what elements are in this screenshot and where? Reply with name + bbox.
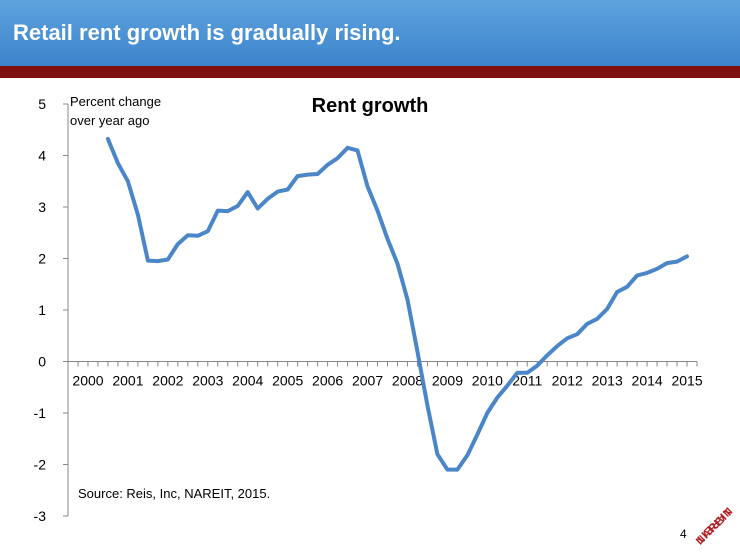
data-point (207, 230, 209, 232)
x-tick-label: 2004 (232, 373, 263, 389)
data-point (656, 268, 658, 270)
data-point (256, 207, 259, 210)
y-tick-label: -2 (34, 457, 47, 473)
y-tick-label: 5 (38, 96, 46, 112)
slide-header: Retail rent growth is gradually rising. (0, 0, 740, 66)
data-point (426, 404, 429, 407)
x-tick-label: 2012 (552, 373, 583, 389)
data-point (177, 243, 179, 245)
y-axis-label-line2: over year ago (70, 113, 150, 128)
data-point (506, 384, 509, 387)
x-tick-label: 2006 (312, 373, 343, 389)
y-tick-label: 3 (38, 199, 46, 215)
data-point (616, 291, 618, 293)
data-point (636, 274, 638, 277)
data-point (236, 205, 239, 207)
data-point (576, 333, 578, 335)
data-point (406, 298, 409, 301)
data-point (586, 323, 588, 325)
data-point (316, 173, 319, 175)
data-point (476, 433, 479, 436)
data-point (546, 354, 548, 357)
data-point (276, 190, 279, 193)
data-point (536, 364, 539, 367)
data-point (556, 345, 558, 347)
y-tick-label: 4 (38, 148, 46, 164)
data-point (147, 259, 149, 262)
y-tick-label: 1 (38, 302, 46, 318)
data-point (596, 318, 598, 320)
data-point (336, 157, 339, 159)
data-point (376, 209, 379, 212)
y-axis-label-line1: Percent change (70, 94, 161, 109)
data-point (286, 188, 289, 191)
data-point (306, 173, 309, 176)
data-point (266, 198, 269, 200)
x-tick-label: 2009 (432, 373, 463, 389)
page-number: 4 (680, 527, 687, 541)
x-tick-label: 2014 (632, 373, 663, 389)
x-tick-label: 2002 (152, 373, 183, 389)
source-note: Source: Reis, Inc, NAREIT, 2015. (78, 486, 270, 501)
data-point (296, 175, 299, 177)
data-point (117, 162, 119, 164)
data-point (167, 258, 169, 261)
data-point (346, 147, 349, 149)
data-point (157, 260, 159, 262)
x-tick-label: 2011 (512, 373, 542, 389)
slide-title: Retail rent growth is gradually rising. (13, 20, 401, 45)
data-point (436, 453, 439, 456)
series-line (105, 137, 689, 472)
data-point (127, 180, 129, 183)
data-point (526, 372, 529, 374)
x-tick-label: 2000 (72, 373, 103, 389)
data-point (187, 234, 189, 237)
x-tick-label: 2001 (112, 373, 143, 389)
data-point (416, 350, 419, 353)
nareit-logo-icon: NAREIT NAREIT (692, 504, 735, 547)
y-tick-label: -3 (34, 508, 47, 524)
data-point (646, 272, 648, 274)
data-point (107, 138, 109, 140)
chart-container: Rent growth Percent change over year ago… (0, 78, 740, 555)
data-point (486, 412, 489, 414)
x-tick-label: 2010 (472, 373, 503, 389)
data-point (566, 337, 568, 340)
data-point (466, 454, 469, 457)
x-tick-label: 2005 (272, 373, 303, 389)
data-point (326, 164, 329, 166)
chart-title: Rent growth (312, 95, 429, 117)
chart-axes: 5 4 3 2 1 0 -1 -2 -3 2000 2001 2002 2003 2004 2005 2006… (34, 96, 703, 524)
rent-growth-chart: Rent growth Percent change over year ago… (34, 94, 703, 524)
logo-text-mirror: NAREIT (692, 504, 734, 546)
y-tick-label: 0 (38, 354, 46, 370)
data-point (386, 238, 389, 240)
x-tick-label: 2013 (592, 373, 623, 389)
data-point (366, 185, 369, 188)
data-point (456, 468, 459, 471)
y-tick-label: 2 (38, 251, 46, 267)
data-point (197, 235, 199, 237)
x-tick-label: 2007 (352, 373, 383, 389)
data-point (226, 210, 229, 212)
data-point (246, 191, 249, 193)
series-layer (105, 137, 689, 472)
data-point (666, 262, 668, 264)
x-tick-label: 2015 (671, 373, 702, 389)
header-accent-bar (0, 66, 740, 78)
data-point (516, 372, 519, 374)
data-point (396, 262, 399, 265)
data-point (686, 255, 688, 258)
data-point (137, 213, 139, 216)
data-point (676, 260, 678, 263)
y-tick-label: -1 (34, 405, 47, 421)
data-point (217, 209, 219, 212)
data-point (606, 308, 608, 310)
data-point (356, 149, 359, 152)
x-tick-label: 2008 (392, 373, 423, 389)
x-tick-label: 2003 (192, 373, 223, 389)
data-point (446, 468, 449, 471)
data-point (496, 396, 499, 399)
data-point (626, 286, 628, 288)
